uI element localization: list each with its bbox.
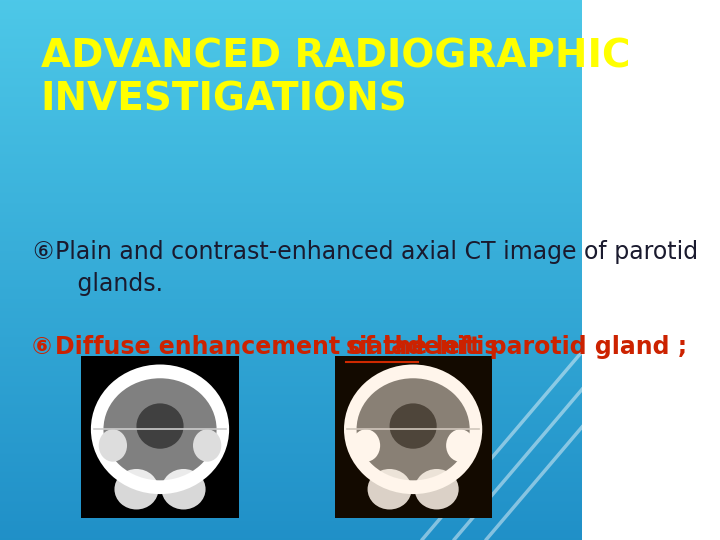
Ellipse shape <box>415 469 459 510</box>
Ellipse shape <box>137 403 184 449</box>
Ellipse shape <box>352 429 380 462</box>
Ellipse shape <box>193 429 221 462</box>
Ellipse shape <box>104 378 217 481</box>
Ellipse shape <box>114 469 158 510</box>
Ellipse shape <box>390 403 437 449</box>
Ellipse shape <box>91 364 229 494</box>
Text: ⑥: ⑥ <box>32 335 52 359</box>
Ellipse shape <box>161 469 206 510</box>
Text: Plain and contrast-enhanced axial CT image of parotid
   glands.: Plain and contrast-enhanced axial CT ima… <box>55 240 698 296</box>
Ellipse shape <box>446 429 474 462</box>
Ellipse shape <box>99 429 127 462</box>
Text: ADVANCED RADIOGRAPHIC
INVESTIGATIONS: ADVANCED RADIOGRAPHIC INVESTIGATIONS <box>41 38 630 118</box>
Bar <box>335 356 492 518</box>
Text: ⑥: ⑥ <box>32 240 53 264</box>
Text: Diffuse enhancement of the left parotid gland ;: Diffuse enhancement of the left parotid … <box>55 335 696 359</box>
Ellipse shape <box>356 378 469 481</box>
Bar <box>81 356 238 518</box>
Ellipse shape <box>344 364 482 494</box>
Text: sialadenitis: sialadenitis <box>346 335 499 359</box>
Bar <box>335 356 492 518</box>
Ellipse shape <box>368 469 412 510</box>
